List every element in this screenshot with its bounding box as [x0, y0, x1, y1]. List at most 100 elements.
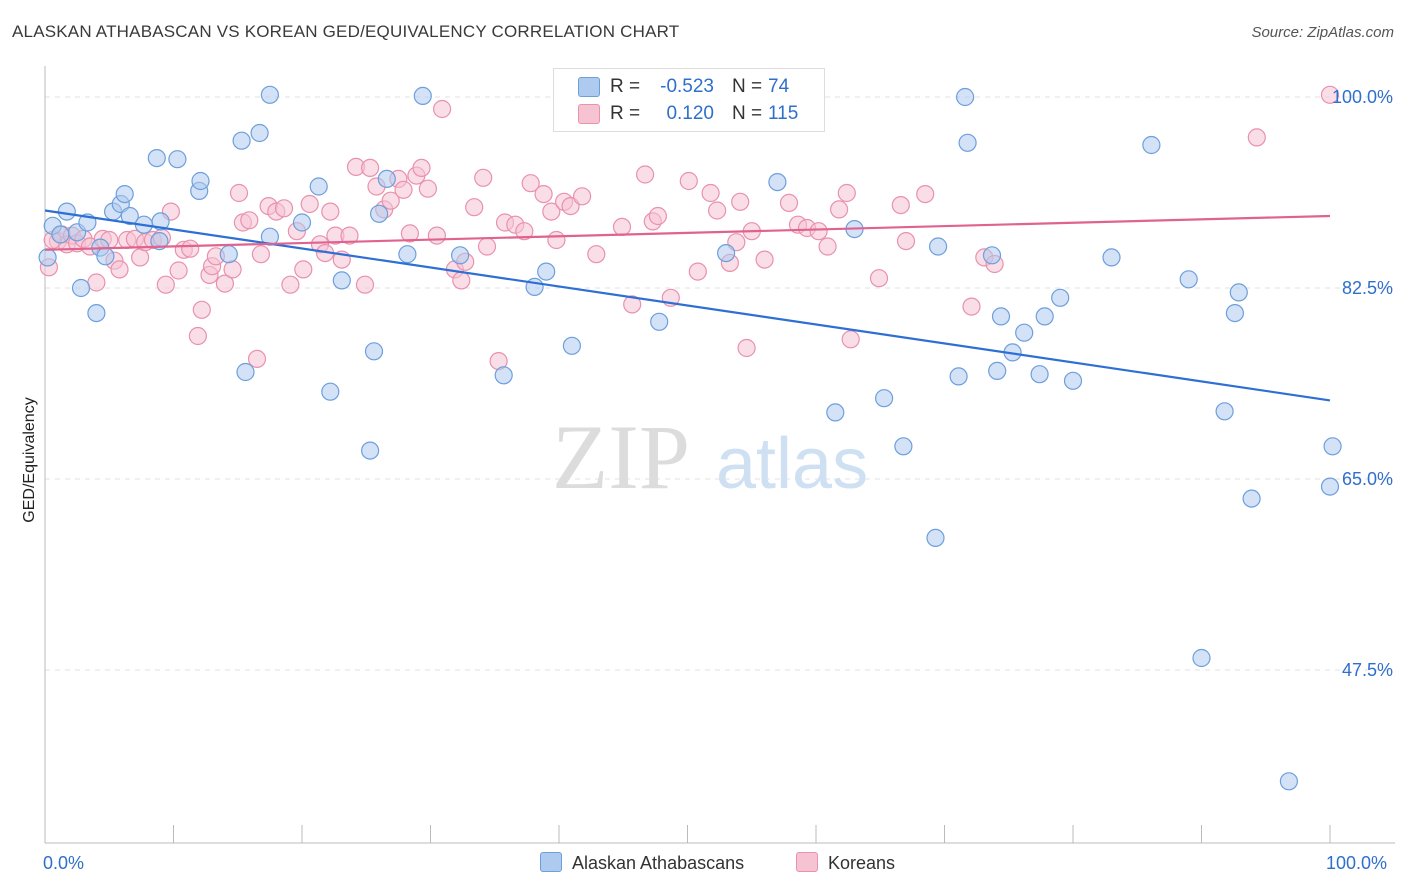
korean-point: [896, 232, 916, 251]
legend-r-label: R =: [610, 76, 641, 97]
legend-item-alaskan-athabascans[interactable]: Alaskan Athabascans: [540, 852, 744, 874]
y-tick-label-1: 65.0%: [1342, 469, 1393, 489]
alaskan-athabascan-point: [191, 171, 210, 191]
korean-point: [635, 165, 655, 184]
alaskan-athabascan-point: [96, 247, 115, 266]
chart-title: ALASKAN ATHABASCAN VS KOREAN GED/EQUIVAL…: [12, 22, 680, 41]
korean-point: [731, 192, 750, 211]
korean-point: [679, 171, 698, 191]
x-tick-label-100: 100.0%: [1326, 853, 1388, 873]
alaskan-athabascan-point: [1035, 307, 1054, 326]
korean-point: [701, 183, 720, 203]
legend-n-label: N =: [732, 76, 763, 97]
alaskan-athabascan-point: [260, 227, 279, 246]
alaskan-athabascan-point: [1320, 477, 1340, 496]
korean-point: [361, 158, 380, 177]
alaskan-athabascan-point: [958, 133, 977, 152]
korean-point: [394, 180, 413, 199]
korean-point: [623, 295, 642, 314]
legend-n-value: 115: [768, 103, 799, 124]
alaskan-athabascan-point: [451, 246, 470, 265]
alaskan-athabascan-point: [1102, 248, 1121, 267]
alaskan-athabascan-point: [1030, 365, 1049, 384]
korean-point: [1320, 85, 1340, 104]
korean-point: [561, 197, 580, 216]
korean-point: [688, 262, 707, 281]
korean-point: [110, 260, 129, 279]
korean-point: [755, 250, 774, 269]
korean-point: [229, 183, 249, 203]
alaskan-athabascan-point: [1051, 288, 1070, 307]
alaskan-athabascan-point: [826, 403, 845, 422]
alaskan-athabascan-point: [71, 278, 91, 298]
legend-swatch-blue: [540, 852, 562, 872]
alaskan-athabascan-point: [988, 361, 1007, 380]
alaskan-athabascan-point: [38, 248, 57, 267]
y-tick-labels: 47.5% 65.0% 82.5% 100.0%: [1332, 87, 1393, 680]
alaskan-athabascan-point: [321, 382, 340, 401]
alaskan-athabascan-point: [1142, 135, 1161, 155]
korean-point: [1247, 128, 1266, 147]
korean-point: [412, 158, 431, 177]
alaskan-athabascan-point: [292, 213, 312, 232]
alaskan-athabascan-point: [364, 342, 384, 361]
korean-point: [188, 326, 207, 346]
alaskan-athabascan-point: [219, 245, 238, 264]
korean-point: [962, 297, 981, 316]
legend-swatch-pink: [796, 852, 818, 872]
alaskan-athabascan-point: [650, 312, 669, 331]
korean-point: [521, 174, 540, 193]
alaskan-athabascan-point: [332, 271, 351, 290]
korean-point: [381, 191, 400, 210]
alaskan-athabascan-point: [928, 237, 948, 256]
korean-point: [837, 183, 856, 203]
watermark-atlas: atlas: [716, 424, 868, 504]
stats-legend: R = -0.523 N = 74 R = 0.120 N = 115: [553, 68, 825, 132]
alaskan-athabascan-point: [1179, 270, 1198, 289]
korean-point: [294, 260, 313, 279]
korean-point: [181, 239, 200, 258]
alaskan-athabascan-point: [982, 246, 1002, 265]
y-tick-label-2: 82.5%: [1342, 278, 1393, 298]
legend-swatch-blue: [578, 77, 600, 97]
korean-point: [281, 275, 300, 294]
trend-line-alaskan-athabascans: [44, 209, 1331, 402]
legend-row-koreans: R = 0.120 N = 115: [554, 101, 824, 127]
korean-point: [156, 275, 175, 294]
alaskan-athabascan-point: [115, 185, 134, 204]
alaskan-athabascan-point: [926, 528, 945, 548]
korean-point: [427, 226, 446, 245]
alaskan-athabascan-point: [1323, 437, 1342, 456]
korean-point: [87, 273, 106, 292]
korean-point: [587, 245, 606, 264]
alaskan-athabascan-point: [874, 389, 894, 408]
korean-point: [274, 199, 294, 218]
korean-point: [215, 274, 234, 293]
legend-item-koreans[interactable]: Koreans: [796, 852, 895, 874]
alaskan-athabascan-point: [57, 202, 76, 221]
alaskan-athabascan-point: [1192, 648, 1211, 668]
alaskan-athabascan-point: [1279, 772, 1299, 791]
korean-point: [779, 193, 799, 212]
alaskan-athabascan-point: [120, 206, 139, 226]
legend-row-alaskan-athabascans: R = -0.523 N = 74: [554, 74, 824, 100]
alaskan-athabascan-point: [1229, 283, 1248, 302]
alaskan-athabascan-point: [1063, 371, 1083, 390]
legend-n-value: 74: [768, 76, 790, 97]
alaskan-athabascan-point: [949, 367, 968, 386]
alaskan-athabascan-point: [955, 87, 975, 107]
korean-point: [809, 222, 828, 241]
y-tick-label-3: 100.0%: [1332, 87, 1393, 107]
korean-point: [452, 271, 471, 290]
watermark: ZIP atlas: [552, 406, 868, 508]
alaskan-athabascan-point: [562, 336, 582, 355]
alaskan-athabascan-point: [51, 225, 70, 244]
korean-point: [542, 202, 561, 221]
korean-point: [869, 269, 889, 288]
korean-point: [251, 245, 270, 264]
korean-point: [321, 202, 340, 221]
alaskan-athabascan-point: [413, 86, 432, 106]
alaskan-athabascan-point: [168, 150, 187, 169]
korean-point: [891, 196, 910, 215]
